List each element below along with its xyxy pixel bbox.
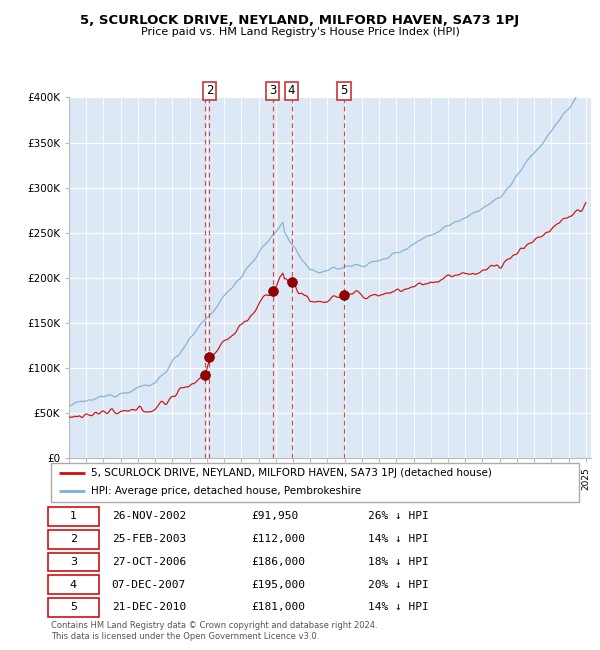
Text: 4: 4 bbox=[288, 84, 295, 98]
Text: Price paid vs. HM Land Registry's House Price Index (HPI): Price paid vs. HM Land Registry's House … bbox=[140, 27, 460, 36]
Text: 26-NOV-2002: 26-NOV-2002 bbox=[112, 512, 186, 521]
Text: 14% ↓ HPI: 14% ↓ HPI bbox=[368, 603, 428, 612]
Text: Contains HM Land Registry data © Crown copyright and database right 2024.
This d: Contains HM Land Registry data © Crown c… bbox=[51, 621, 377, 641]
Text: 3: 3 bbox=[70, 557, 77, 567]
Text: 5, SCURLOCK DRIVE, NEYLAND, MILFORD HAVEN, SA73 1PJ (detached house): 5, SCURLOCK DRIVE, NEYLAND, MILFORD HAVE… bbox=[91, 469, 491, 478]
FancyBboxPatch shape bbox=[49, 598, 98, 617]
Text: £91,950: £91,950 bbox=[251, 512, 299, 521]
Text: £112,000: £112,000 bbox=[251, 534, 305, 544]
Text: 5: 5 bbox=[70, 603, 77, 612]
Text: 26% ↓ HPI: 26% ↓ HPI bbox=[368, 512, 428, 521]
Text: 07-DEC-2007: 07-DEC-2007 bbox=[112, 580, 186, 590]
FancyBboxPatch shape bbox=[49, 507, 98, 526]
Text: £181,000: £181,000 bbox=[251, 603, 305, 612]
Text: 18% ↓ HPI: 18% ↓ HPI bbox=[368, 557, 428, 567]
Text: HPI: Average price, detached house, Pembrokeshire: HPI: Average price, detached house, Pemb… bbox=[91, 486, 361, 496]
Text: 4: 4 bbox=[70, 580, 77, 590]
FancyBboxPatch shape bbox=[51, 463, 579, 502]
Text: 2: 2 bbox=[206, 84, 213, 98]
Text: 3: 3 bbox=[269, 84, 277, 98]
Text: 1: 1 bbox=[70, 512, 77, 521]
Text: 21-DEC-2010: 21-DEC-2010 bbox=[112, 603, 186, 612]
Text: 5, SCURLOCK DRIVE, NEYLAND, MILFORD HAVEN, SA73 1PJ: 5, SCURLOCK DRIVE, NEYLAND, MILFORD HAVE… bbox=[80, 14, 520, 27]
Text: 2: 2 bbox=[70, 534, 77, 544]
Text: £195,000: £195,000 bbox=[251, 580, 305, 590]
Text: £186,000: £186,000 bbox=[251, 557, 305, 567]
Text: 27-OCT-2006: 27-OCT-2006 bbox=[112, 557, 186, 567]
FancyBboxPatch shape bbox=[49, 575, 98, 594]
Text: 5: 5 bbox=[340, 84, 348, 98]
Text: 20% ↓ HPI: 20% ↓ HPI bbox=[368, 580, 428, 590]
FancyBboxPatch shape bbox=[49, 530, 98, 549]
Text: 25-FEB-2003: 25-FEB-2003 bbox=[112, 534, 186, 544]
Text: 14% ↓ HPI: 14% ↓ HPI bbox=[368, 534, 428, 544]
FancyBboxPatch shape bbox=[49, 552, 98, 571]
